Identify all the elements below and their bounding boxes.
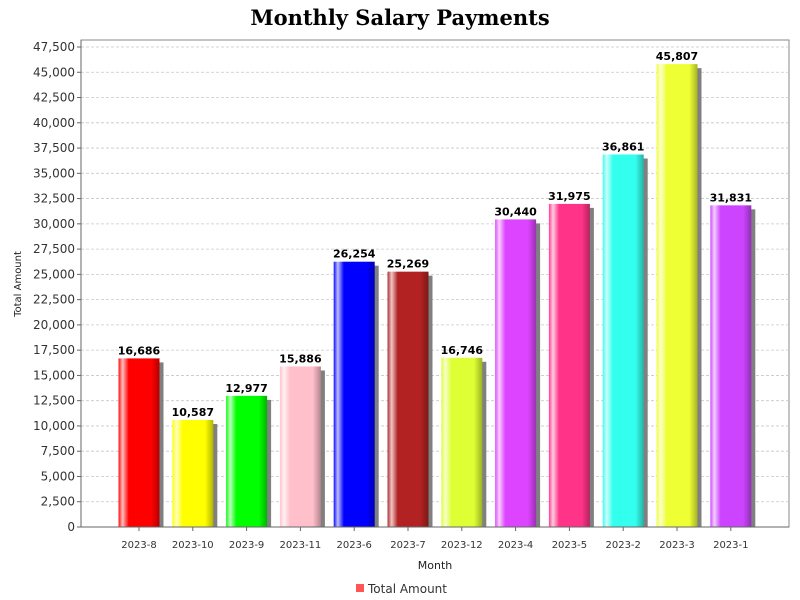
bar-2023-1 [710,205,752,528]
data-labels: 16,686 10,587 12,977 15,886 26,254 25,269 16,7… [118,50,752,419]
y-tick-label: 15,000 [33,368,75,382]
data-label: 15,886 [279,352,322,365]
data-label: 31,975 [548,190,590,203]
bar-2023-4 [495,219,537,527]
x-tick-label: 2023-2 [605,540,640,551]
bars [118,64,756,528]
legend: Total Amount [356,582,447,596]
y-tick-label: 25,000 [33,267,75,281]
bar-2023-8 [118,358,160,527]
y-tick-label: 22,500 [33,293,75,307]
data-label: 36,861 [602,141,644,154]
bar-2023-10 [172,420,214,527]
y-axis-title: Total Amount [13,251,24,318]
y-tick-label: 20,000 [33,318,75,332]
data-label: 26,254 [333,248,376,261]
bar-2023-2 [602,154,644,527]
data-label: 25,269 [387,258,429,271]
y-tick-label: 30,000 [33,217,75,231]
x-tick-label: 2023-5 [552,540,587,551]
x-tick-label: 2023-1 [713,540,748,551]
data-label: 31,831 [710,191,752,204]
bar-2023-3 [656,64,698,527]
y-tick-label: 0 [67,520,75,534]
y-tick-label: 40,000 [33,116,75,130]
data-label: 16,686 [118,344,161,357]
y-tick-label: 17,500 [33,343,75,357]
y-tick-label: 37,500 [33,141,75,155]
x-axis-title: Month [418,559,453,572]
data-label: 10,587 [172,406,214,419]
legend-swatch [356,584,364,592]
x-tick-label: 2023-11 [280,540,322,551]
y-tick-label: 42,500 [33,91,75,105]
data-label: 45,807 [656,50,698,63]
y-axis-ticks: 0 2,500 5,000 7,500 10,000 12,500 15,000 17,500… [33,40,81,534]
x-tick-label: 2023-6 [336,540,371,551]
y-tick-label: 35,000 [33,166,75,180]
y-tick-label: 5,000 [41,469,75,483]
x-tick-label: 2023-10 [172,540,214,551]
x-tick-label: 2023-7 [390,540,425,551]
bar-2023-9 [226,395,268,527]
bar-2023-12 [441,357,483,527]
x-tick-label: 2023-4 [498,540,533,551]
bar-2023-7 [387,271,429,527]
data-label: 30,440 [494,205,537,218]
y-tick-label: 47,500 [33,40,75,54]
y-tick-label: 7,500 [41,444,75,458]
bar-2023-11 [279,366,321,527]
x-tick-label: 2023-8 [121,540,156,551]
chart-title: Monthly Salary Payments [250,5,549,30]
x-tick-label: 2023-9 [229,540,264,551]
data-label: 12,977 [225,382,267,395]
bar-2023-5 [548,203,590,527]
y-tick-label: 2,500 [41,495,75,509]
x-tick-label: 2023-3 [659,540,694,551]
y-tick-label: 45,000 [33,65,75,79]
y-tick-label: 27,500 [33,242,75,256]
x-axis-categories: 2023-8 2023-10 2023-9 2023-11 2023-6 2023-7 20… [121,527,749,551]
y-tick-label: 32,500 [33,192,75,206]
bar-2023-6 [333,261,375,527]
x-tick-label: 2023-12 [441,540,483,551]
data-label: 16,746 [441,344,484,357]
legend-label: Total Amount [367,582,447,596]
y-tick-label: 10,000 [33,419,75,433]
y-tick-label: 12,500 [33,394,75,408]
